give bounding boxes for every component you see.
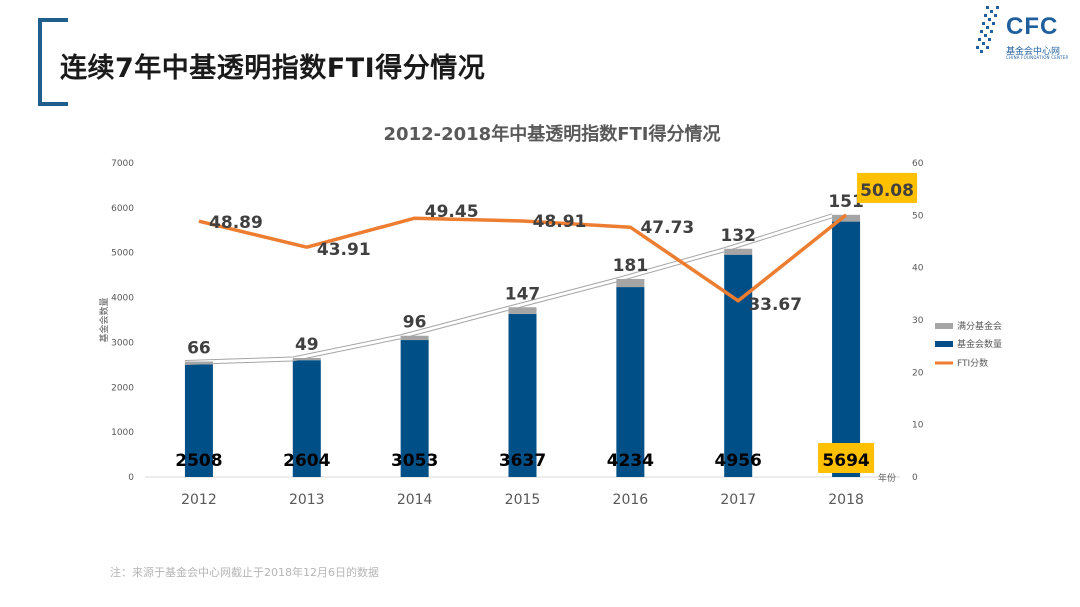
bar-full-score bbox=[184, 361, 213, 365]
fund-count-label: 2604 bbox=[283, 451, 330, 471]
page-title: 连续7年中基透明指数FTI得分情况 bbox=[60, 53, 486, 84]
bar-fund-count bbox=[184, 364, 213, 477]
y-tick-label: 4000 bbox=[111, 294, 134, 304]
y-tick-label: 0 bbox=[128, 473, 134, 483]
full-score-label: 66 bbox=[187, 339, 211, 359]
full-score-label: 151 bbox=[828, 192, 864, 212]
highlight-box bbox=[818, 443, 875, 473]
full-score-label: 132 bbox=[720, 226, 756, 246]
y2-tick-label: 50 bbox=[912, 211, 924, 221]
bar-full-score bbox=[508, 307, 537, 314]
bar-fund-count bbox=[724, 254, 753, 477]
bar-full-score bbox=[616, 278, 645, 288]
y2-tick-label: 60 bbox=[912, 159, 924, 169]
fti-score-label: 47.73 bbox=[640, 218, 694, 238]
fti-score-label: 49.45 bbox=[425, 202, 479, 222]
fti-line bbox=[198, 213, 848, 303]
legend-label: 满分基金会 bbox=[957, 320, 1002, 332]
x-tick-label: 2015 bbox=[505, 492, 541, 508]
fund-count-label: 4956 bbox=[715, 451, 762, 471]
bar-fund-count bbox=[508, 313, 537, 477]
logo-subtitle: 基金会中心网 bbox=[1006, 47, 1061, 57]
x-tick-label: 2018 bbox=[828, 492, 864, 508]
bar-full-score bbox=[724, 248, 753, 255]
legend-label: 基金会数量 bbox=[957, 338, 1002, 350]
trend-connector-line bbox=[184, 213, 833, 362]
y2-tick-label: 0 bbox=[912, 473, 918, 483]
fund-count-label: 2508 bbox=[175, 451, 222, 471]
y-tick-label: 7000 bbox=[111, 159, 134, 169]
bar-full-score bbox=[400, 335, 429, 341]
full-score-label: 147 bbox=[505, 284, 541, 304]
legend-swatch bbox=[935, 323, 953, 329]
y-tick-label: 1000 bbox=[111, 428, 134, 438]
fti-score-label: 48.91 bbox=[533, 212, 587, 232]
full-score-label: 49 bbox=[295, 335, 319, 355]
full-score-label: 96 bbox=[403, 313, 427, 333]
y-axis-label: 基金会数量 bbox=[98, 297, 110, 342]
fund-count-label: 4234 bbox=[607, 451, 654, 471]
x-axis-label: 年份 bbox=[878, 472, 896, 484]
logo-name: CFC bbox=[1006, 13, 1059, 40]
y2-tick-label: 10 bbox=[912, 421, 924, 431]
fti-score-label: 50.08 bbox=[860, 181, 914, 201]
fti-score-label: 48.89 bbox=[209, 213, 263, 233]
x-tick-label: 2014 bbox=[397, 492, 433, 508]
legend-swatch bbox=[935, 341, 953, 347]
x-tick-label: 2012 bbox=[181, 492, 217, 508]
y-tick-label: 6000 bbox=[111, 204, 134, 214]
x-tick-label: 2016 bbox=[613, 492, 649, 508]
fund-count-label: 5694 bbox=[822, 451, 869, 471]
y2-tick-label: 20 bbox=[912, 368, 924, 378]
fund-count-label: 3053 bbox=[391, 451, 438, 471]
y-tick-label: 3000 bbox=[111, 338, 134, 348]
bar-full-score bbox=[832, 214, 861, 222]
logo-icon bbox=[976, 6, 999, 53]
fti-score-label: 43.91 bbox=[317, 240, 371, 260]
full-score-label: 181 bbox=[613, 256, 649, 276]
y2-tick-label: 30 bbox=[912, 316, 924, 326]
y2-tick-label: 40 bbox=[912, 264, 924, 274]
highlight-box bbox=[857, 172, 918, 203]
title-bracket bbox=[38, 18, 68, 106]
bar-fund-count bbox=[292, 360, 321, 477]
y-tick-label: 5000 bbox=[111, 249, 134, 259]
logo-subtitle-en: CHINA FOUNDATION CENTER bbox=[1006, 55, 1069, 60]
legend-label: FTI分数 bbox=[957, 357, 988, 369]
x-tick-label: 2013 bbox=[289, 492, 325, 508]
x-tick-label: 2017 bbox=[720, 492, 756, 508]
bar-fund-count bbox=[400, 340, 429, 477]
bar-fund-count bbox=[832, 221, 861, 477]
fund-count-label: 3637 bbox=[499, 451, 546, 471]
footnote: 注：来源于基金会中心网截止于2018年12月6日的数据 bbox=[110, 566, 379, 579]
bar-fund-count bbox=[616, 287, 645, 477]
trend-connector-line bbox=[184, 217, 833, 366]
fti-score-label: 33.67 bbox=[748, 295, 802, 315]
chart-title: 2012-2018年中基透明指数FTI得分情况 bbox=[384, 123, 721, 145]
y-tick-label: 2000 bbox=[111, 383, 134, 393]
bar-full-score bbox=[292, 357, 321, 361]
